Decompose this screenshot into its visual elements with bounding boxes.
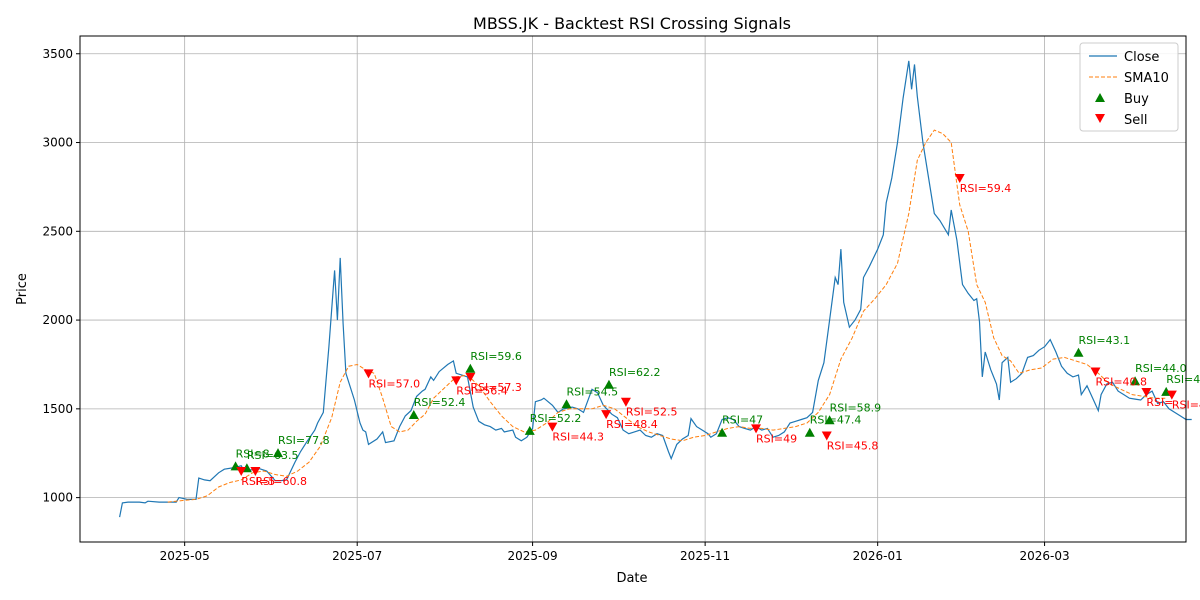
grid-lines — [80, 36, 1186, 542]
buy-annotation: RSI=59.6 — [470, 350, 522, 363]
legend-sell-label: Sell — [1124, 113, 1147, 128]
buy-marker — [603, 379, 614, 389]
buy-annotation: RSI=44.0 — [1135, 362, 1187, 375]
buy-annotation: RSI=58.9 — [830, 401, 882, 414]
buy-annotation: RSI=47.4 — [810, 414, 862, 427]
y-tick-label: 3000 — [42, 136, 73, 150]
sell-annotation: RSI=5 — [241, 475, 275, 488]
x-tick-label: 2025-07 — [332, 549, 382, 563]
buy-annotation: RSI=63.5 — [247, 449, 299, 462]
legend-box — [1079, 42, 1179, 132]
sell-marker — [601, 410, 612, 420]
sell-marker — [1166, 390, 1177, 400]
buy-annotation: RSI=8 — [236, 447, 270, 460]
legend-sell-marker — [1095, 114, 1105, 123]
y-tick-label: 1000 — [42, 491, 73, 505]
sell-marker — [751, 424, 762, 434]
sell-marker — [954, 174, 965, 184]
sell-marker — [1141, 387, 1152, 397]
buy-annotation: RSI=52.4 — [414, 396, 466, 409]
buy-marker — [561, 399, 572, 409]
legend-buy-marker — [1095, 93, 1105, 102]
y-axis-label: Price — [15, 273, 30, 305]
buy-marker — [717, 427, 728, 437]
x-axis-ticks: 2025-05 2025-07 2025-09 2025-11 2026-01 2026-… — [160, 542, 1070, 563]
sell-annotation: RSI=57.0 — [369, 377, 421, 390]
x-tick-label: 2026-03 — [1019, 549, 1069, 563]
sell-annotation: RSI= — [1146, 396, 1173, 409]
sell-annotation: RSI=57.3 — [470, 381, 522, 394]
buy-marker — [273, 448, 284, 458]
sell-marker — [821, 431, 832, 441]
buy-marker — [465, 363, 476, 373]
buy-marker — [804, 427, 815, 437]
sell-marker — [236, 466, 247, 476]
sell-marker — [250, 466, 261, 476]
sell-marker — [451, 376, 462, 386]
close-series-line — [119, 60, 1192, 518]
buy-marker — [408, 409, 419, 419]
y-axis-ticks: 1000 1500 2000 2500 3000 3500 — [42, 47, 80, 505]
x-tick-label: 2025-05 — [160, 549, 210, 563]
sell-annotation: RSI=45.8 — [827, 439, 879, 452]
y-tick-label: 2500 — [42, 224, 73, 238]
sell-annotation: RSI=49 — [756, 432, 797, 445]
sell-annotation: RSI=56.4 — [456, 384, 508, 397]
sma10-series-line — [167, 129, 1167, 503]
sell-marker — [620, 397, 631, 407]
buy-marker — [824, 415, 835, 425]
sell-annotation: RSI=40.8 — [1095, 376, 1147, 389]
legend-close-label: Close — [1124, 50, 1159, 65]
sell-annotation: RSI=48.4 — [606, 418, 658, 431]
buy-annotation: RSI=77.8 — [278, 434, 330, 447]
sell-annotation: RSI=52.5 — [626, 406, 678, 419]
x-tick-label: 2026-01 — [853, 549, 903, 563]
buy-marker — [1073, 347, 1084, 357]
chart-title: MBSS.JK - Backtest RSI Crossing Signals — [473, 14, 791, 33]
buy-annotation: RSI=52.2 — [530, 412, 582, 425]
sell-annotation: RSI=59.4 — [960, 182, 1012, 195]
y-tick-label: 1500 — [42, 402, 73, 416]
y-tick-label: 2000 — [42, 313, 73, 327]
x-axis-label: Date — [616, 571, 647, 586]
sell-annotation: RSI=60.8 — [255, 475, 307, 488]
legend-buy-label: Buy — [1124, 92, 1149, 107]
sell-marker — [1090, 367, 1101, 377]
buy-annotation: RSI=43.1 — [1079, 334, 1131, 347]
buy-annotation: RSI=43.3 — [1166, 373, 1200, 386]
buy-marker — [524, 425, 535, 435]
sell-annotation: RSI=44.3 — [552, 431, 604, 444]
buy-marker — [1130, 376, 1141, 386]
x-tick-label: 2025-11 — [680, 549, 730, 563]
sell-marker — [465, 372, 476, 382]
x-tick-label: 2025-09 — [508, 549, 558, 563]
y-tick-label: 3500 — [42, 47, 73, 61]
buy-annotation: RSI=47 — [722, 414, 763, 427]
legend-sma10-label: SMA10 — [1124, 71, 1169, 86]
plot-frame — [79, 35, 1187, 543]
buy-annotation: RSI=62.2 — [609, 366, 661, 379]
legend: Close SMA10 Buy Sell — [1079, 42, 1179, 132]
sell-marker — [547, 422, 558, 432]
sell-marker — [363, 369, 374, 379]
